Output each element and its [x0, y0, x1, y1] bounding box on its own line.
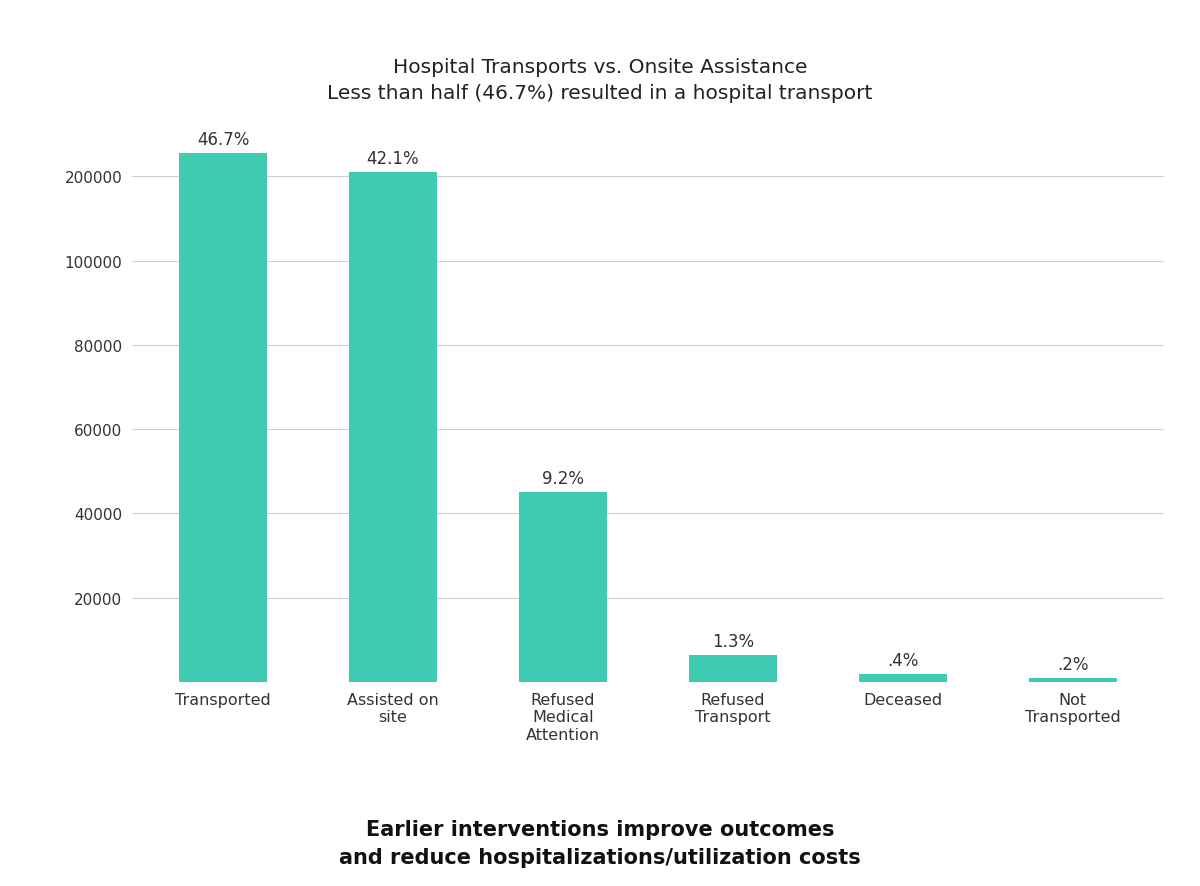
- Text: 46.7%: 46.7%: [197, 130, 250, 149]
- Text: Earlier interventions improve outcomes
and reduce hospitalizations/utilization c: Earlier interventions improve outcomes a…: [340, 820, 860, 867]
- Bar: [349, 173, 437, 682]
- Text: .2%: .2%: [1057, 655, 1088, 673]
- Bar: [689, 656, 778, 682]
- Text: 1.3%: 1.3%: [712, 633, 754, 650]
- Text: 42.1%: 42.1%: [367, 150, 419, 167]
- Text: 9.2%: 9.2%: [542, 470, 584, 487]
- Bar: [859, 674, 947, 682]
- Bar: [1028, 678, 1117, 682]
- Text: Hospital Transports vs. Onsite Assistance
Less than half (46.7%) resulted in a h: Hospital Transports vs. Onsite Assistanc…: [328, 58, 872, 103]
- Bar: [179, 153, 268, 682]
- Text: .4%: .4%: [887, 651, 919, 669]
- Bar: [518, 493, 607, 682]
